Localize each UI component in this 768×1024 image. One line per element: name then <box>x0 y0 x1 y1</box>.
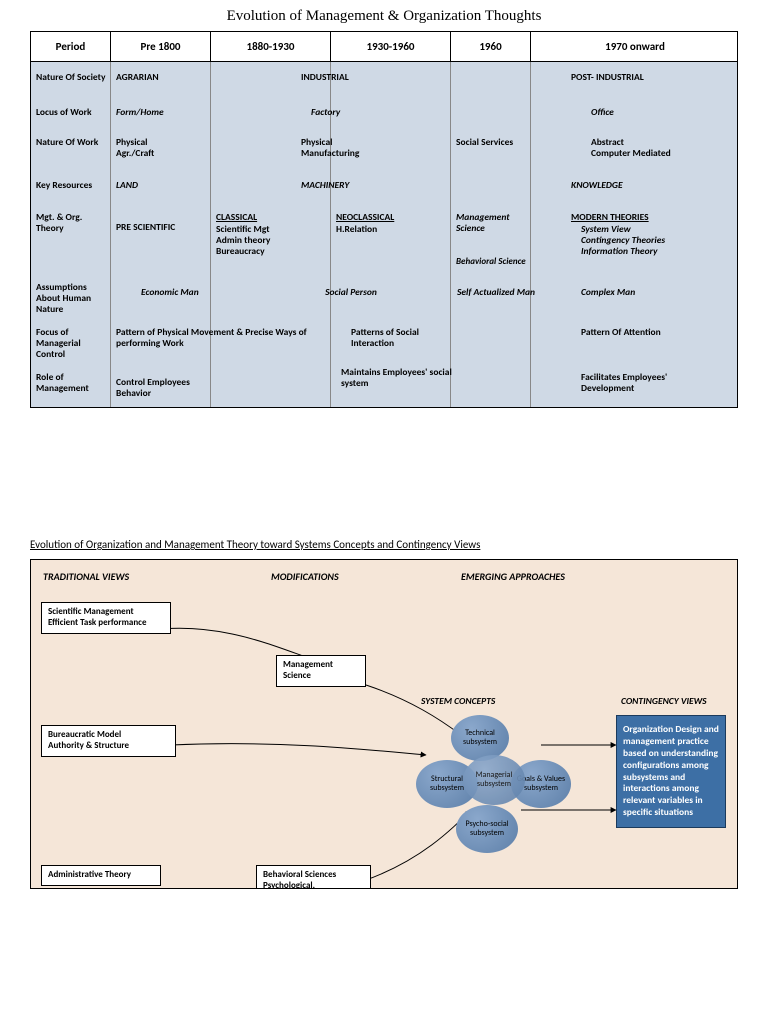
theory-c3h: NEOCLASSICAL <box>336 212 394 223</box>
theory-c5h: MODERN THEORIES <box>571 212 649 223</box>
locus-c3: Factory <box>311 107 340 118</box>
circle-psycho: Psycho-social subsystem <box>456 805 518 853</box>
theory-c1: PRE SCIENTIFIC <box>116 222 175 233</box>
theory-c2: Scientific Mgt Admin theory Bureaucracy <box>216 224 270 257</box>
rowlabel-human: Assumptions About Human Nature <box>36 282 110 315</box>
box-admin-theory: Administrative Theory <box>41 865 161 886</box>
hdr-emerging: EMERGING APPROACHES <box>461 570 565 583</box>
label-system-concepts: SYSTEM CONCEPTS <box>421 695 495 707</box>
work-c1: Physical Agr./Craft <box>116 137 154 159</box>
work-c5: Abstract Computer Mediated <box>591 137 671 159</box>
human-c5: Complex Man <box>581 287 635 298</box>
human-c3: Social Person <box>321 287 381 298</box>
col-period: Period <box>31 32 111 61</box>
society-c3: INDUSTRIAL <box>301 72 349 83</box>
work-c3: Physical Manufacturing <box>301 137 359 159</box>
resources-c3: MACHINERY <box>301 180 349 191</box>
section2-title: Evolution of Organization and Management… <box>30 538 738 551</box>
col-1960: 1960 <box>451 32 531 61</box>
resources-c1: LAND <box>116 180 138 191</box>
col-1970-onward: 1970 onward <box>531 32 739 61</box>
col-1930-body: INDUSTRIAL Factory Physical Manufacturin… <box>331 62 451 407</box>
box-mgmt-science: Management Science <box>276 655 366 687</box>
human-c4: Self Actualized Man <box>456 287 536 298</box>
locus-c1: Form/Home <box>116 107 164 118</box>
theory-c3: H.Relation <box>336 224 377 235</box>
role-c3: Maintains Employees' social system <box>341 367 461 389</box>
rowlabel-role: Role of Management <box>36 372 110 394</box>
hdr-traditional: TRADITIONAL VIEWS <box>43 570 129 583</box>
box-scientific-mgmt: Scientific Management Efficient Task per… <box>41 602 171 634</box>
society-c5: POST- INDUSTRIAL <box>571 72 644 83</box>
circle-managerial: Managerial subsystem <box>463 755 525 805</box>
box-behavioral: Behavioral Sciences Psychological, <box>256 865 371 889</box>
col-1960-body: Social Services Management Science Behav… <box>451 62 531 407</box>
box-contingency: Organization Design and management pract… <box>616 715 726 828</box>
row-labels-col: Nature Of Society Locus of Work Nature O… <box>31 62 111 407</box>
table-header-row: Period Pre 1800 1880-1930 1930-1960 1960… <box>31 32 737 62</box>
table-body: Nature Of Society Locus of Work Nature O… <box>31 62 737 407</box>
rowlabel-work: Nature Of Work <box>36 137 98 148</box>
human-c1: Economic Man <box>141 287 199 298</box>
evolution-table: Period Pre 1800 1880-1930 1930-1960 1960… <box>30 31 738 408</box>
rowlabel-locus: Locus of Work <box>36 107 92 118</box>
locus-c5: Office <box>591 107 614 118</box>
rowlabel-focus: Focus of Managerial Control <box>36 327 110 360</box>
rowlabel-society: Nature Of Society <box>36 72 105 83</box>
theory-c2h: CLASSICAL <box>216 212 257 223</box>
page-title: Evolution of Management & Organization T… <box>0 0 768 31</box>
theory-c5: System View Contingency Theories Informa… <box>581 224 665 257</box>
col-1930-1960: 1930-1960 <box>331 32 451 61</box>
circle-technical: Technical subsystem <box>451 715 509 761</box>
theory-evolution-diagram: TRADITIONAL VIEWS MODIFICATIONS EMERGING… <box>30 559 738 889</box>
col-1880-1930: 1880-1930 <box>211 32 331 61</box>
focus-c3: Patterns of Social Interaction <box>351 327 451 349</box>
focus-c5: Pattern Of Attention <box>581 327 661 338</box>
resources-c5: KNOWLEDGE <box>571 180 623 191</box>
label-contingency-views: CONTINGENCY VIEWS <box>621 695 707 707</box>
col-1970-body: POST- INDUSTRIAL Office Abstract Compute… <box>531 62 739 407</box>
theory-c4h: Management Science <box>456 212 536 234</box>
rowlabel-resources: Key Resources <box>36 180 92 191</box>
col-pre1800-body: AGRARIAN Form/Home Physical Agr./Craft L… <box>111 62 211 407</box>
work-c4: Social Services <box>456 137 513 148</box>
society-c1: AGRARIAN <box>116 72 159 83</box>
box-bureaucratic: Bureaucratic Model Authority & Structure <box>41 725 176 757</box>
col-pre1800: Pre 1800 <box>111 32 211 61</box>
hdr-modifications: MODIFICATIONS <box>271 570 339 583</box>
role-c1: Control Employees Behavior <box>116 377 210 399</box>
section2: Evolution of Organization and Management… <box>30 538 738 889</box>
rowlabel-theory: Mgt. & Org. Theory <box>36 212 110 234</box>
role-c5: Facilitates Employees' Development <box>581 372 701 394</box>
